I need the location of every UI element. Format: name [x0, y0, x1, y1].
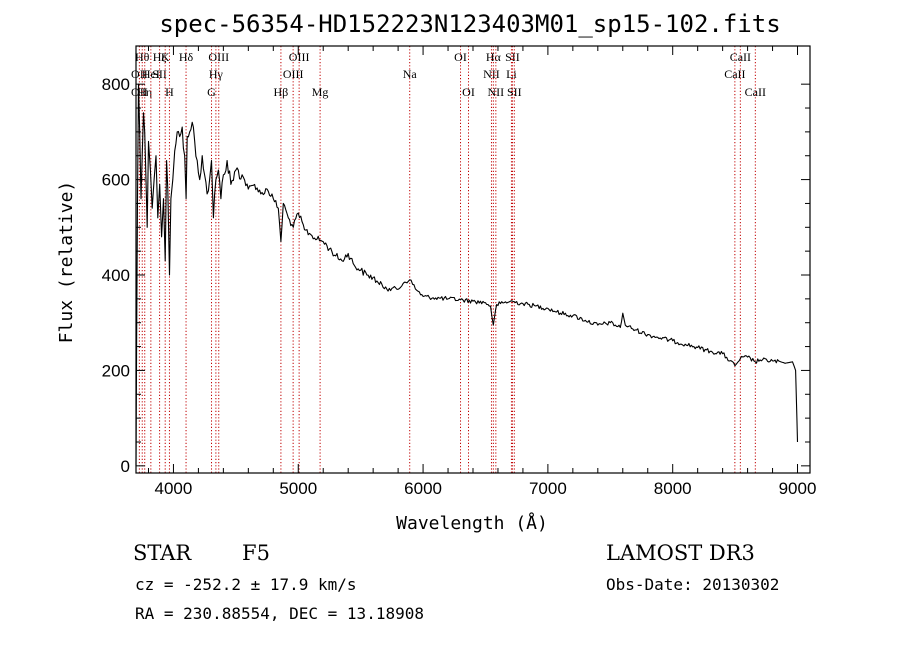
line-marker-label: SII — [152, 67, 167, 81]
line-marker-label: Hβ — [274, 85, 289, 99]
line-marker-label: CaII — [745, 85, 766, 99]
x-tick-label: 8000 — [654, 479, 692, 498]
line-marker-label: CaII — [730, 50, 751, 64]
line-marker-label: Hδ — [179, 50, 194, 64]
line-marker-label: OII — [131, 85, 148, 99]
redshift-cz: cz = -252.2 ± 17.9 km/s — [135, 575, 357, 594]
plot-frame — [135, 45, 811, 474]
line-marker-label: SII — [505, 50, 520, 64]
y-tick-label: 600 — [102, 171, 130, 190]
line-marker-label: Hθ — [135, 50, 150, 64]
line-marker-label: OII — [131, 67, 148, 81]
line-marker-label: Hη — [137, 85, 152, 99]
coordinates: RA = 230.88554, DEC = 13.18908 — [135, 604, 424, 623]
observation-date: Obs-Date: 20130302 — [606, 575, 779, 594]
object-subclass: F5 — [242, 541, 270, 565]
line-marker-label: OIII — [208, 50, 229, 64]
x-tick-label: 5000 — [279, 479, 317, 498]
x-tick-label: 7000 — [529, 479, 567, 498]
y-tick-label: 200 — [102, 361, 130, 380]
y-tick-label: 400 — [102, 266, 130, 285]
line-marker-label: OI — [454, 50, 467, 64]
line-marker-label: OI — [462, 85, 475, 99]
spectrum-line — [135, 83, 799, 466]
line-marker-label: K — [161, 50, 170, 64]
y-tick-label: 800 — [102, 75, 130, 94]
spectrum-series — [135, 83, 799, 466]
line-marker-label: NII — [488, 85, 505, 99]
line-marker-label: Hζ — [153, 50, 167, 64]
line-marker-label: OIII — [289, 50, 310, 64]
line-marker-label: Li — [506, 67, 517, 81]
survey-name: LAMOST DR3 — [606, 541, 755, 565]
y-axis-label: Flux (relative) — [56, 181, 77, 344]
chart-title: spec-56354-HD152223N123403M01_sp15-102.f… — [159, 10, 780, 38]
line-marker-label: H — [165, 85, 174, 99]
line-marker-label: NII — [483, 67, 500, 81]
axes-frame: 4000 5000 6000 7000 8000 9000 0 200 400 600 800 — [102, 45, 817, 498]
x-axis-label: Wavelength (Å) — [396, 512, 548, 534]
line-marker-label: SII — [507, 85, 522, 99]
line-marker-label: Mg — [312, 85, 329, 99]
line-marker-label: Hγ — [209, 67, 224, 81]
line-marker-label: CaII — [724, 67, 745, 81]
x-tick-label: 9000 — [779, 479, 817, 498]
line-markers: OII OII Hθ Hη HeI Hζ SII K H Hδ G Hγ OIII Hβ OIII OIII M… — [131, 46, 766, 473]
x-tick-label: 4000 — [155, 479, 193, 498]
line-marker-label: HeI — [142, 67, 160, 81]
line-marker-label: G — [207, 85, 216, 99]
x-tick-label: 6000 — [404, 479, 442, 498]
line-marker-label: Hα — [486, 50, 502, 64]
line-marker-label: Na — [403, 67, 418, 81]
y-tick-label: 0 — [121, 457, 130, 476]
object-class: STAR — [133, 541, 192, 565]
line-marker-label: OIII — [283, 67, 304, 81]
